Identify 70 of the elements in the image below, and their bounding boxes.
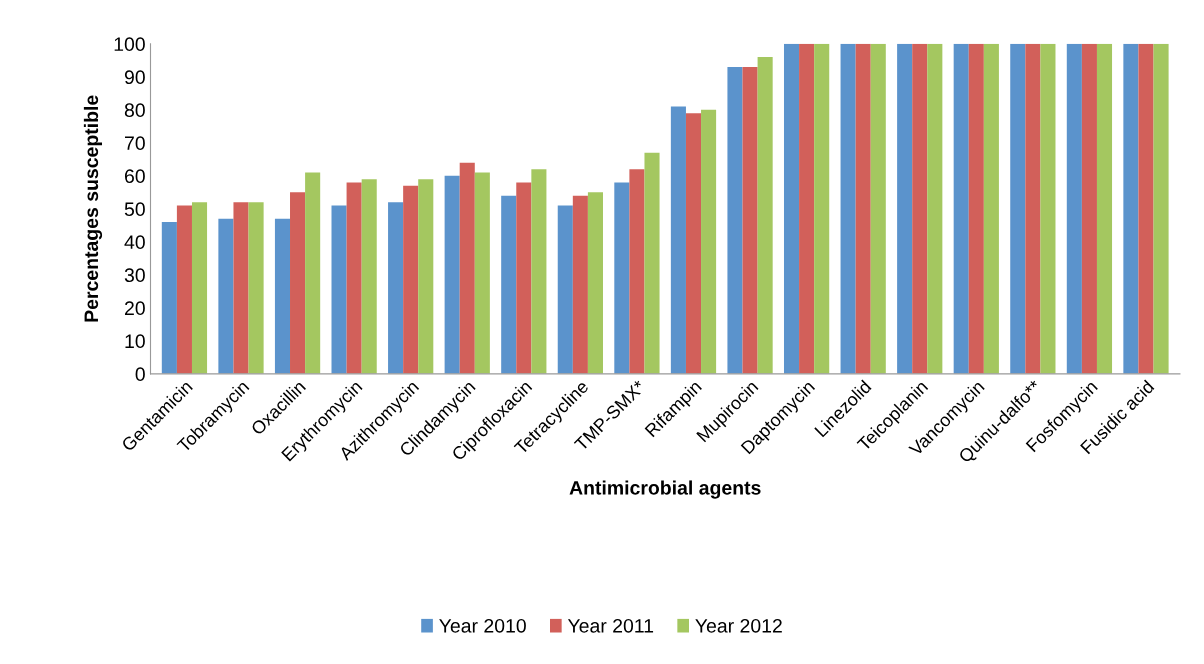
bar [305,172,321,374]
bar [814,43,830,374]
bar [757,57,773,374]
bar [1025,43,1041,374]
y-tick-label: 50 [124,202,145,217]
bar [248,202,264,374]
bar [1153,43,1169,374]
bar [516,182,532,374]
y-tick-label: 0 [135,367,145,382]
bar [1096,43,1113,374]
y-tick-label: 80 [124,103,145,118]
bar [418,179,434,374]
bar [587,192,603,374]
bar [644,152,660,374]
bar [1066,43,1082,374]
y-tick-label: 10 [125,334,145,349]
y-tick-label: 40 [124,235,145,250]
bar [403,185,419,374]
y-tick-label: 90 [124,70,145,85]
bar [191,202,208,374]
bar [474,172,490,374]
bar [557,205,573,374]
bar [870,43,886,374]
y-tick-label: 70 [125,136,145,151]
bar [629,169,645,374]
bar [1138,43,1154,374]
bar [459,162,475,374]
y-tick-label: 30 [124,268,145,283]
bar [799,43,815,374]
bar [388,202,404,374]
bar [727,66,743,374]
bar [233,202,249,374]
bar [1081,43,1097,374]
bar [670,106,686,374]
bar [290,192,306,374]
bar [346,182,362,374]
bar [572,195,588,374]
bar [614,182,630,374]
y-tick-label: 20 [124,301,145,316]
y-tick-label: 60 [125,169,145,184]
x-axis-title: Antimicrobial agents [569,480,761,499]
bar [444,175,460,374]
bar [176,205,192,374]
bar [501,195,517,374]
bar [331,205,347,374]
bar [953,43,969,374]
y-axis-title: Percentages susceptible [83,95,103,322]
bar [274,218,291,374]
bar [1123,43,1139,374]
bar [531,169,547,374]
legend-label: Year 2010 [439,618,526,633]
bar [783,43,800,374]
bar [701,109,717,374]
bar [161,222,177,374]
bar [927,43,943,374]
y-tick-label: 100 [114,37,145,52]
bar [983,43,999,374]
bar [897,43,913,374]
legend-label: Year 2011 [567,618,654,633]
bar [1010,43,1026,374]
bar [685,113,702,374]
bar [968,43,984,374]
bar [855,43,871,374]
bar [840,43,856,374]
bar [1040,43,1056,374]
bar [742,66,758,374]
bar [361,179,377,374]
legend-label: Year 2012 [695,618,782,633]
bar [912,43,928,374]
bar [218,218,234,374]
